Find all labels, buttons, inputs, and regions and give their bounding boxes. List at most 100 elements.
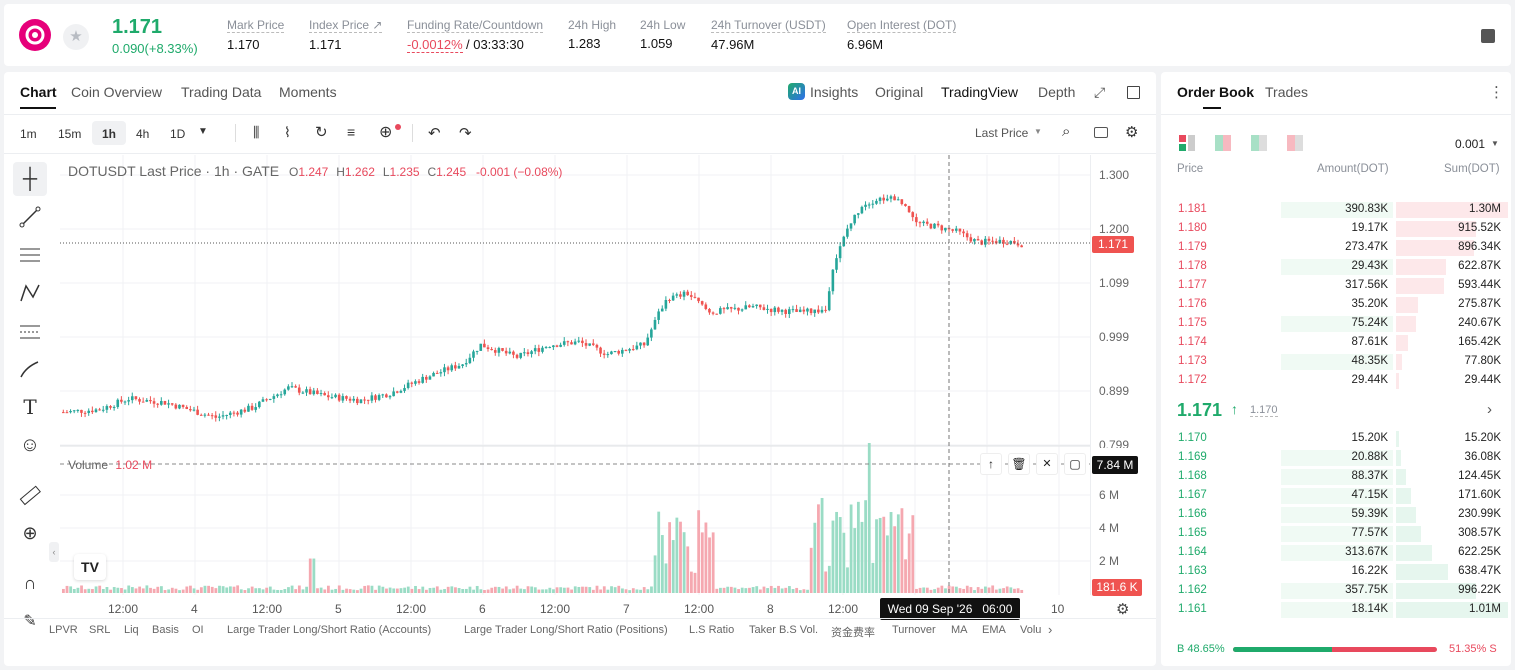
undo-icon[interactable]: ↶ <box>428 125 441 142</box>
pane-delete-icon[interactable]: 🗑 <box>1008 453 1030 475</box>
indicator-lt-accounts[interactable]: Large Trader Long/Short Ratio (Accounts) <box>227 624 432 636</box>
bid-row[interactable]: 1.161 18.14K 1.01M <box>1168 600 1508 619</box>
tab-trades[interactable]: Trades <box>1265 84 1309 100</box>
indicator-taker-vol[interactable]: Taker B.S Vol. <box>749 624 819 636</box>
bid-row[interactable]: 1.164 313.67K 622.25K <box>1168 543 1508 562</box>
view-asks-icon[interactable] <box>1287 135 1303 151</box>
candle-type-icon[interactable]: ⫼ <box>253 124 260 140</box>
pane-collapse-icon[interactable]: ✕ <box>1036 453 1058 475</box>
indicator-lpvr[interactable]: LPVR <box>49 624 78 636</box>
ask-row[interactable]: 1.178 29.43K 622.87K <box>1168 257 1508 276</box>
ask-row[interactable]: 1.175 75.24K 240.67K <box>1168 314 1508 333</box>
ask-row[interactable]: 1.173 48.35K 77.80K <box>1168 352 1508 371</box>
interval-1h[interactable]: 1h <box>102 127 117 141</box>
emoji-tool-icon[interactable]: ☺ <box>19 433 41 456</box>
settings-gear-icon[interactable]: ⚙ <box>1125 124 1139 141</box>
add-indicator-icon[interactable]: ⊕ <box>379 124 393 141</box>
magnet-tool-icon[interactable]: ∩ <box>23 572 37 593</box>
precision-select[interactable]: 0.001 <box>1455 137 1486 151</box>
interval-4h[interactable]: 4h <box>136 127 150 141</box>
bid-row[interactable]: 1.165 77.57K 308.57K <box>1168 524 1508 543</box>
view-tradingview[interactable]: TradingView <box>941 84 1019 100</box>
bid-row[interactable]: 1.169 20.88K 36.08K <box>1168 448 1508 467</box>
pencil-tool-icon[interactable]: ✎ <box>23 613 37 630</box>
indicator-ls-ratio[interactable]: L.S Ratio <box>689 624 735 636</box>
camera-icon[interactable] <box>1094 127 1108 138</box>
text-tool-icon[interactable]: T <box>23 395 37 419</box>
view-both-icon[interactable] <box>1179 135 1195 151</box>
interval-1m[interactable]: 1m <box>20 127 37 141</box>
search-icon[interactable]: ⌕ <box>1062 123 1071 140</box>
indicator-lt-positions[interactable]: Large Trader Long/Short Ratio (Positions… <box>464 624 668 636</box>
ask-row[interactable]: 1.176 35.20K 275.87K <box>1168 295 1508 314</box>
indicator-volume[interactable]: Volu <box>1020 624 1042 636</box>
stat-index-price[interactable]: Index Price ↗ 1.171 <box>309 18 383 52</box>
pane-move-up-icon[interactable]: ↑ <box>980 453 1002 475</box>
tab-order-book[interactable]: Order Book <box>1177 84 1255 100</box>
expand-icon[interactable]: ⤢ <box>1094 84 1106 100</box>
price-chart[interactable] <box>60 155 1090 597</box>
pattern-tool-icon[interactable] <box>13 276 47 310</box>
interval-dropdown-icon[interactable]: ▼ <box>198 126 208 137</box>
view-bids-icon[interactable] <box>1251 135 1267 151</box>
fib-tool-icon[interactable] <box>13 238 47 272</box>
ask-row[interactable]: 1.180 19.17K 915.52K <box>1168 219 1508 238</box>
tab-trading-data[interactable]: Trading Data <box>181 84 262 100</box>
indicator-turnover[interactable]: Turnover <box>892 624 936 636</box>
stat-mark-price[interactable]: Mark Price 1.170 <box>227 18 285 52</box>
indicator-oi[interactable]: OI <box>192 624 204 636</box>
ask-row[interactable]: 1.181 390.83K 1.30M <box>1168 200 1508 219</box>
tradingview-logo-icon[interactable]: TV <box>74 554 106 580</box>
indicator-ema[interactable]: EMA <box>982 624 1006 636</box>
ask-row[interactable]: 1.172 29.44K 29.44K <box>1168 371 1508 390</box>
bid-row[interactable]: 1.163 16.22K 638.47K <box>1168 562 1508 581</box>
indicator-ma[interactable]: MA <box>951 624 968 636</box>
view-original[interactable]: Original <box>875 84 924 100</box>
view-insights[interactable]: Insights <box>810 84 859 100</box>
bid-row[interactable]: 1.167 47.15K 171.60K <box>1168 486 1508 505</box>
redo-icon[interactable]: ↷ <box>459 125 472 142</box>
ask-row[interactable]: 1.177 317.56K 593.44K <box>1168 276 1508 295</box>
collapse-toolbar-icon[interactable]: ‹ <box>49 542 59 562</box>
indicators-icon[interactable]: ⌇ <box>284 124 291 140</box>
tab-moments[interactable]: Moments <box>279 84 337 100</box>
indicator-funding-rate[interactable]: 资金费率 <box>831 627 875 639</box>
bid-row[interactable]: 1.168 88.37K 124.45K <box>1168 467 1508 486</box>
bid-row[interactable]: 1.166 59.39K 230.99K <box>1168 505 1508 524</box>
precision-chevron-icon[interactable]: ▼ <box>1491 139 1499 148</box>
indicator-basis[interactable]: Basis <box>152 624 179 636</box>
stat-24h-turnover[interactable]: 24h Turnover (USDT) 47.96M <box>711 18 826 52</box>
view-sample-icon[interactable] <box>1215 135 1231 151</box>
ask-row[interactable]: 1.174 87.61K 165.42K <box>1168 333 1508 352</box>
zoom-tool-icon[interactable]: ⊕ <box>22 522 38 543</box>
chart-settings-icon[interactable]: ⚙ <box>1116 601 1130 618</box>
tab-chart[interactable]: Chart <box>20 84 57 100</box>
indicator-srl[interactable]: SRL <box>89 624 111 636</box>
notebook-icon[interactable] <box>1481 29 1495 43</box>
mid-more-chevron-icon[interactable]: › <box>1487 401 1492 418</box>
indicator-liq[interactable]: Liq <box>124 624 139 636</box>
price-type-chevron-icon[interactable]: ▼ <box>1034 127 1042 136</box>
bid-row[interactable]: 1.170 15.20K 15.20K <box>1168 429 1508 448</box>
interval-1d[interactable]: 1D <box>170 127 186 141</box>
stat-funding-rate[interactable]: Funding Rate/Countdown -0.0012% / 03:33:… <box>407 18 544 53</box>
more-options-icon[interactable]: ⋮ <box>1489 84 1504 101</box>
view-depth[interactable]: Depth <box>1038 84 1076 100</box>
bid-row[interactable]: 1.162 357.75K 996.22K <box>1168 581 1508 600</box>
trend-line-tool-icon[interactable] <box>13 200 47 234</box>
price-type-select[interactable]: Last Price <box>975 126 1029 140</box>
compare-icon[interactable]: ↻ <box>315 124 328 141</box>
brush-tool-icon[interactable] <box>13 352 47 386</box>
interval-15m[interactable]: 15m <box>58 127 82 141</box>
tab-coin-overview[interactable]: Coin Overview <box>71 84 163 100</box>
window-icon[interactable] <box>1127 86 1140 99</box>
crosshair-tool-icon[interactable]: ┼ <box>13 162 47 196</box>
ask-row[interactable]: 1.179 273.47K 896.34K <box>1168 238 1508 257</box>
scroll-right-icon[interactable]: › <box>1048 622 1053 637</box>
pane-maximize-icon[interactable]: ▢ <box>1064 453 1086 475</box>
favorite-star-icon[interactable]: ★ <box>63 24 89 50</box>
ruler-tool-icon[interactable] <box>13 478 47 512</box>
stat-open-interest[interactable]: Open Interest (DOT) 6.96M <box>847 18 957 52</box>
projection-tool-icon[interactable] <box>13 314 47 348</box>
templates-icon[interactable]: ≡ <box>347 124 356 140</box>
